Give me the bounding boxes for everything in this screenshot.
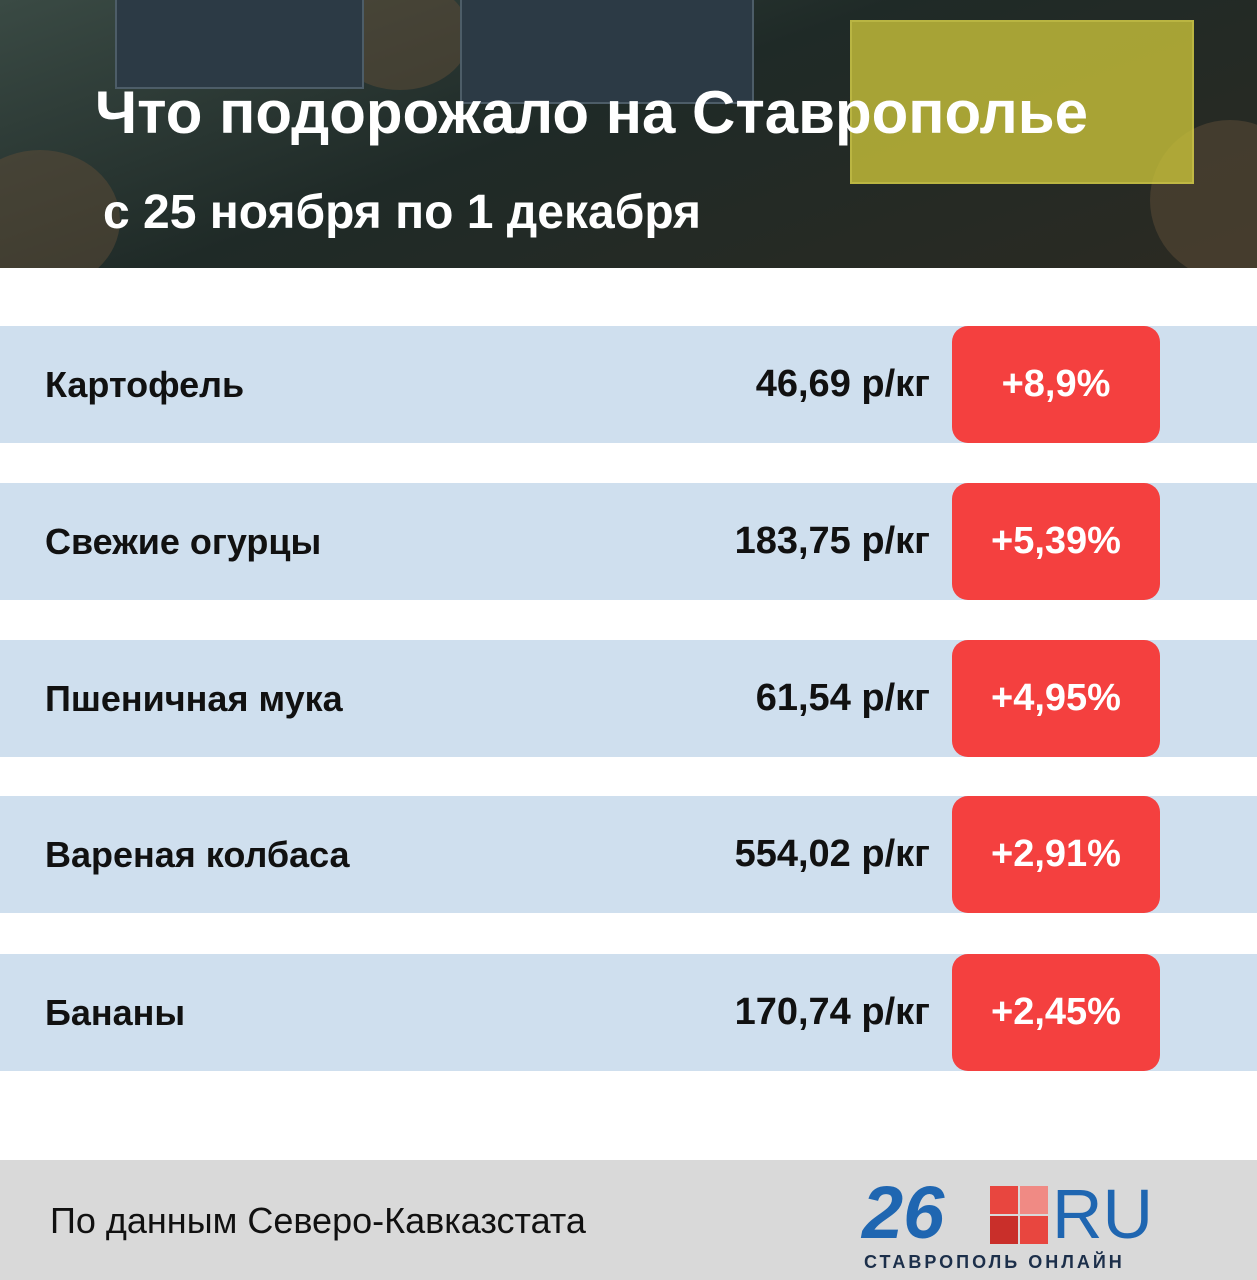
price: 46,69 р/кг bbox=[755, 363, 930, 405]
logo-number: 26 bbox=[862, 1171, 945, 1254]
price-change: +5,39% bbox=[952, 483, 1160, 600]
product-name: Пшеничная мука bbox=[45, 678, 343, 719]
table-row: Вареная колбаса 554,02 р/кг +2,91% bbox=[0, 796, 1257, 913]
product-name: Бананы bbox=[45, 992, 186, 1033]
source: По данным Северо-Кавказстата bbox=[50, 1200, 586, 1241]
price: 554,02 р/кг bbox=[734, 833, 930, 875]
product-name: Картофель bbox=[45, 364, 245, 405]
price-change: +4,95% bbox=[952, 640, 1160, 757]
footer: По данным Северо-Кавказстата 26 RU СТАВР… bbox=[0, 1160, 1257, 1280]
product-name: Вареная колбаса bbox=[45, 834, 350, 875]
price: 183,75 р/кг bbox=[734, 520, 930, 562]
price-change: +2,45% bbox=[952, 954, 1160, 1071]
price-change: +2,91% bbox=[952, 796, 1160, 913]
logo-icon bbox=[990, 1186, 1048, 1244]
table-row: Бананы 170,74 р/кг +2,45% bbox=[0, 954, 1257, 1071]
price-change: +8,9% bbox=[952, 326, 1160, 443]
price: 170,74 р/кг bbox=[734, 991, 930, 1033]
price: 61,54 р/кг bbox=[755, 677, 930, 719]
table-row: Пшеничная мука 61,54 р/кг +4,95% bbox=[0, 640, 1257, 757]
table-row: Свежие огурцы 183,75 р/кг +5,39% bbox=[0, 483, 1257, 600]
table-row: Картофель 46,69 р/кг +8,9% bbox=[0, 326, 1257, 443]
logo-domain: RU bbox=[1052, 1175, 1154, 1253]
title: Что подорожало на Ставрополье bbox=[95, 79, 1089, 146]
subtitle: с 25 ноября по 1 декабря bbox=[103, 186, 702, 239]
logo-caption: СТАВРОПОЛЬ ОНЛАЙН bbox=[864, 1252, 1125, 1272]
product-name: Свежие огурцы bbox=[45, 521, 322, 562]
header-photo: Что подорожало на Ставрополье с 25 ноябр… bbox=[0, 0, 1257, 268]
